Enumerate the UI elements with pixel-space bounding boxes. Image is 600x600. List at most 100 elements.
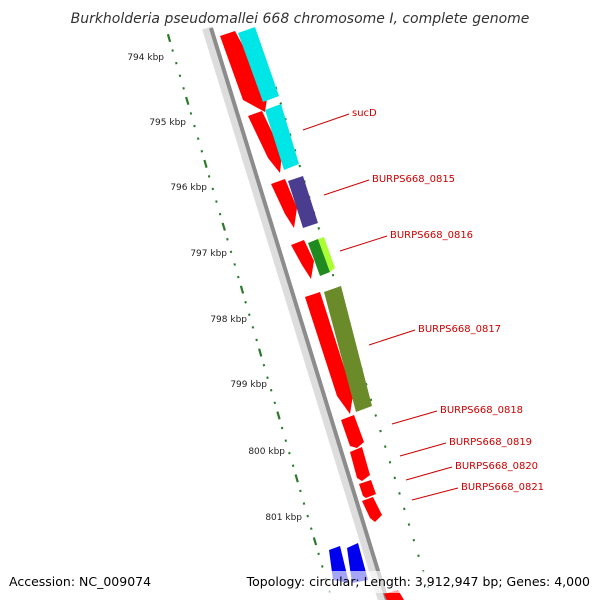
- minor-tick: [255, 338, 258, 342]
- scale-label-795: 795 kbp: [149, 118, 186, 128]
- callout-line: [368, 329, 416, 346]
- major-tick: [312, 537, 318, 546]
- minor-tick: [233, 263, 236, 266]
- gene-label-burps668-0819[interactable]: BURPS668_0819: [449, 437, 532, 448]
- minor-tick: [288, 133, 292, 137]
- minor-tick: [298, 164, 302, 168]
- minor-tick: [398, 492, 401, 495]
- minor-tick: [302, 502, 306, 505]
- callout-line: [391, 410, 438, 425]
- cds-arrow[interactable]: [248, 111, 282, 173]
- gene-callouts: sucD BURPS668_0815 BURPS668_0816 BURPS66…: [302, 108, 544, 501]
- minor-tick: [189, 112, 193, 115]
- minor-tick: [317, 552, 320, 556]
- minor-tick: [273, 401, 277, 405]
- cds-arrow[interactable]: [359, 480, 376, 498]
- genome-backbone: [209, 27, 389, 600]
- minor-tick: [306, 514, 309, 518]
- gene-label-burps668-0821[interactable]: BURPS668_0821: [461, 482, 544, 493]
- minor-tick: [393, 476, 397, 480]
- footer-background: [0, 571, 600, 593]
- callout-line: [405, 466, 453, 481]
- cds-arrow[interactable]: [362, 497, 382, 522]
- minor-tick: [288, 451, 291, 455]
- minor-tick: [200, 149, 204, 153]
- scale-label-794: 794 kbp: [127, 53, 164, 63]
- gene-block-green[interactable]: [308, 239, 330, 276]
- minor-tick: [193, 124, 196, 128]
- cds-arrow[interactable]: [341, 415, 364, 448]
- minor-tick: [269, 388, 273, 392]
- major-tick: [185, 96, 190, 106]
- minor-tick: [218, 212, 222, 216]
- gene-label-burps668-0815[interactable]: BURPS668_0815: [372, 174, 455, 185]
- minor-tick: [226, 237, 229, 241]
- minor-tick: [266, 376, 269, 380]
- minor-tick: [317, 226, 321, 230]
- minor-tick: [299, 489, 302, 493]
- gene-block-cyan[interactable]: [238, 27, 279, 102]
- minor-tick: [321, 565, 324, 568]
- gene-block-cyan[interactable]: [265, 104, 299, 170]
- scale-label-800: 800 kbp: [248, 447, 285, 457]
- minor-tick: [407, 523, 411, 526]
- minor-tick: [207, 175, 211, 178]
- minor-tick: [383, 445, 387, 449]
- callout-line: [302, 113, 350, 131]
- minor-tick: [182, 87, 185, 90]
- gc-track: [202, 26, 389, 600]
- minor-tick: [417, 554, 420, 558]
- minor-tick: [237, 275, 240, 279]
- gene-label-burps668-0820[interactable]: BURPS668_0820: [455, 461, 538, 472]
- cds-track: [220, 31, 404, 600]
- gene-label-sucd[interactable]: sucD: [352, 108, 377, 119]
- scale-label-799: 799 kbp: [230, 380, 267, 390]
- gene-label-burps668-0818[interactable]: BURPS668_0818: [440, 405, 523, 416]
- scale-label-796: 796 kbp: [170, 183, 207, 193]
- major-tick: [239, 285, 245, 294]
- minor-tick: [379, 429, 382, 433]
- cds-arrow[interactable]: [271, 179, 297, 228]
- minor-tick: [262, 363, 266, 367]
- genome-summary: Topology: circular; Length: 3,912,947 bp…: [246, 574, 590, 589]
- map-title: Burkholderia pseudomallei 668 chromosome…: [71, 11, 530, 27]
- callout-line: [339, 235, 388, 252]
- minor-tick: [388, 460, 392, 464]
- minor-tick: [251, 326, 255, 329]
- major-tick: [276, 411, 281, 420]
- cds-arrow[interactable]: [291, 240, 314, 279]
- minor-tick: [310, 527, 313, 530]
- minor-tick: [412, 538, 416, 542]
- cds-arrow[interactable]: [220, 31, 268, 112]
- backbone-shadow: [202, 26, 388, 600]
- minor-tick: [248, 313, 251, 317]
- minor-tick: [280, 426, 284, 430]
- major-tick: [203, 159, 208, 169]
- scale-labels: 794 kbp 795 kbp 796 kbp 797 kbp 798 kbp …: [127, 53, 302, 523]
- minor-tick: [229, 250, 233, 254]
- minor-tick: [196, 137, 200, 140]
- scale-label-798: 798 kbp: [210, 315, 247, 325]
- minor-tick: [211, 187, 215, 191]
- major-tick: [258, 348, 263, 357]
- cds-arrow[interactable]: [305, 292, 353, 414]
- minor-tick: [178, 74, 182, 78]
- minor-tick: [175, 61, 178, 65]
- gene-block-lime[interactable]: [318, 237, 335, 272]
- minor-tick: [284, 439, 288, 442]
- gene-label-burps668-0816[interactable]: BURPS668_0816: [390, 230, 473, 241]
- major-tick: [166, 33, 172, 43]
- callout-line: [399, 442, 447, 457]
- minor-tick: [403, 507, 406, 511]
- callout-line: [411, 487, 459, 501]
- gene-block-olive[interactable]: [324, 286, 372, 412]
- major-tick: [221, 222, 226, 231]
- cds-arrow[interactable]: [350, 447, 370, 481]
- accession-label: Accession: NC_009074: [9, 574, 151, 589]
- gene-label-burps668-0817[interactable]: BURPS668_0817: [418, 324, 501, 335]
- minor-tick: [369, 398, 373, 402]
- gene-block-purple[interactable]: [288, 176, 318, 228]
- minor-tick: [291, 464, 295, 468]
- scale-label-801: 801 kbp: [265, 513, 302, 523]
